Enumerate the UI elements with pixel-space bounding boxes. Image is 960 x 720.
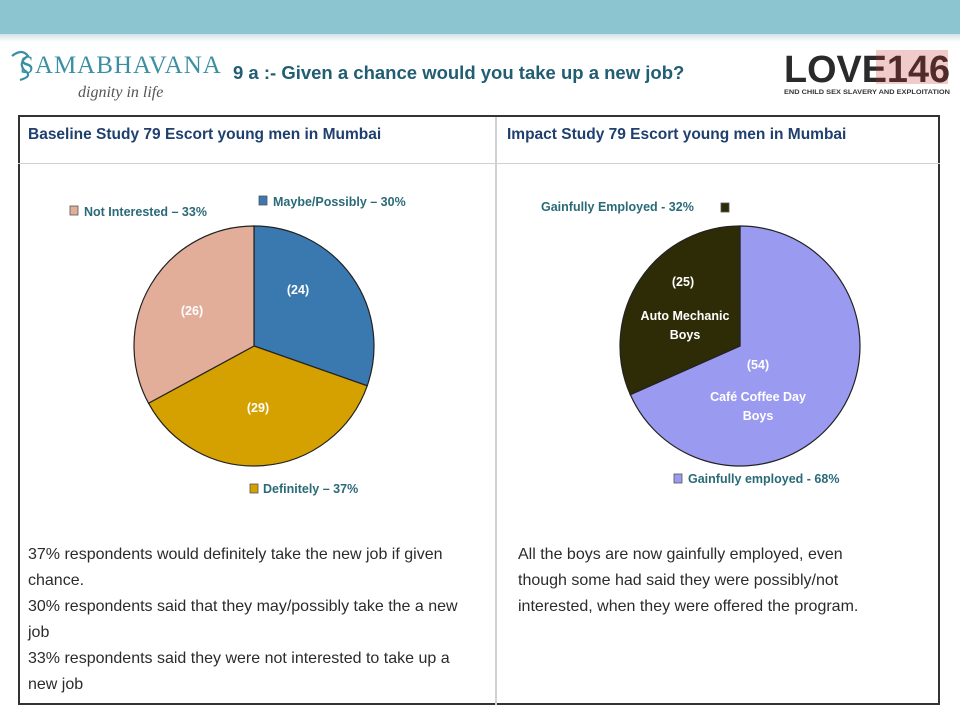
impact-heading: Impact Study 79 Escort young men in Mumb… [507,126,847,143]
slice-name-label: Café Coffee Day Boys [710,390,806,423]
legend-swatch [258,195,268,206]
pie-slice-caf-coffee-day-boys [629,225,861,467]
legend-swatch [249,483,259,494]
top-accent-bar [0,0,960,34]
column-divider [495,117,497,705]
legend-swatch [673,473,683,484]
baseline-heading: Baseline Study 79 Escort young men in Mu… [28,126,382,143]
slice-count-label: (25) [672,275,694,289]
legend-label: Not Interested – 33% [84,205,207,219]
impact-summary-line: All the boys are now gainfully employed,… [518,546,859,615]
logo-love146: LOVE146 [784,49,950,91]
pie-slice-not-interested [133,225,255,405]
baseline-summary: 37% respondents would definitely take th… [28,542,483,698]
slice-count-label: (29) [247,401,269,415]
logo-wordmark: SAMABHAVANA [20,52,222,79]
legend-swatch [720,202,730,213]
baseline-summary-line: 30% respondents said that they may/possi… [28,598,458,641]
baseline-summary-line: 33% respondents said they were not inter… [28,650,450,693]
comparison-table [18,115,940,705]
pie-slice-auto-mechanic-boys [619,225,741,396]
legend-swatch [69,205,79,216]
slice-name-label: Auto Mechanic Boys [641,309,730,342]
baseline-summary-line: 37% respondents would definitely take th… [28,546,443,589]
top-accent-gradient [0,34,960,42]
legend-label: Gainfully employed - 68% [688,472,839,486]
logo-tagline: dignity in life [78,84,163,101]
legend-label: Maybe/Possibly – 30% [273,195,406,209]
pie-charts: (24) (29) (26) Maybe/Possibly – 30% Definite… [69,195,861,496]
legend-label: Definitely – 37% [263,482,358,496]
pie-slice-maybe-possibly [253,225,375,387]
slice-count-label: (26) [181,304,203,318]
slice-count-label: (54) [747,358,769,372]
love146-logo: LOVE146 END CHILD SEX SLAVERY AND EXPLOI… [784,49,950,96]
slice-count-label: (24) [287,283,309,297]
logo-love146-tagline: END CHILD SEX SLAVERY AND EXPLOITATION [784,89,950,96]
samabhavana-logo: SAMABHAVANA dignity in life [11,50,222,101]
pie-slice-definitely [147,345,368,467]
impact-summary: All the boys are now gainfully employed,… [518,542,888,620]
slide-title: 9 a :- Given a chance would you take up … [233,62,685,83]
legend-label: Gainfully Employed - 32% [541,200,694,214]
header-rule [18,163,940,164]
